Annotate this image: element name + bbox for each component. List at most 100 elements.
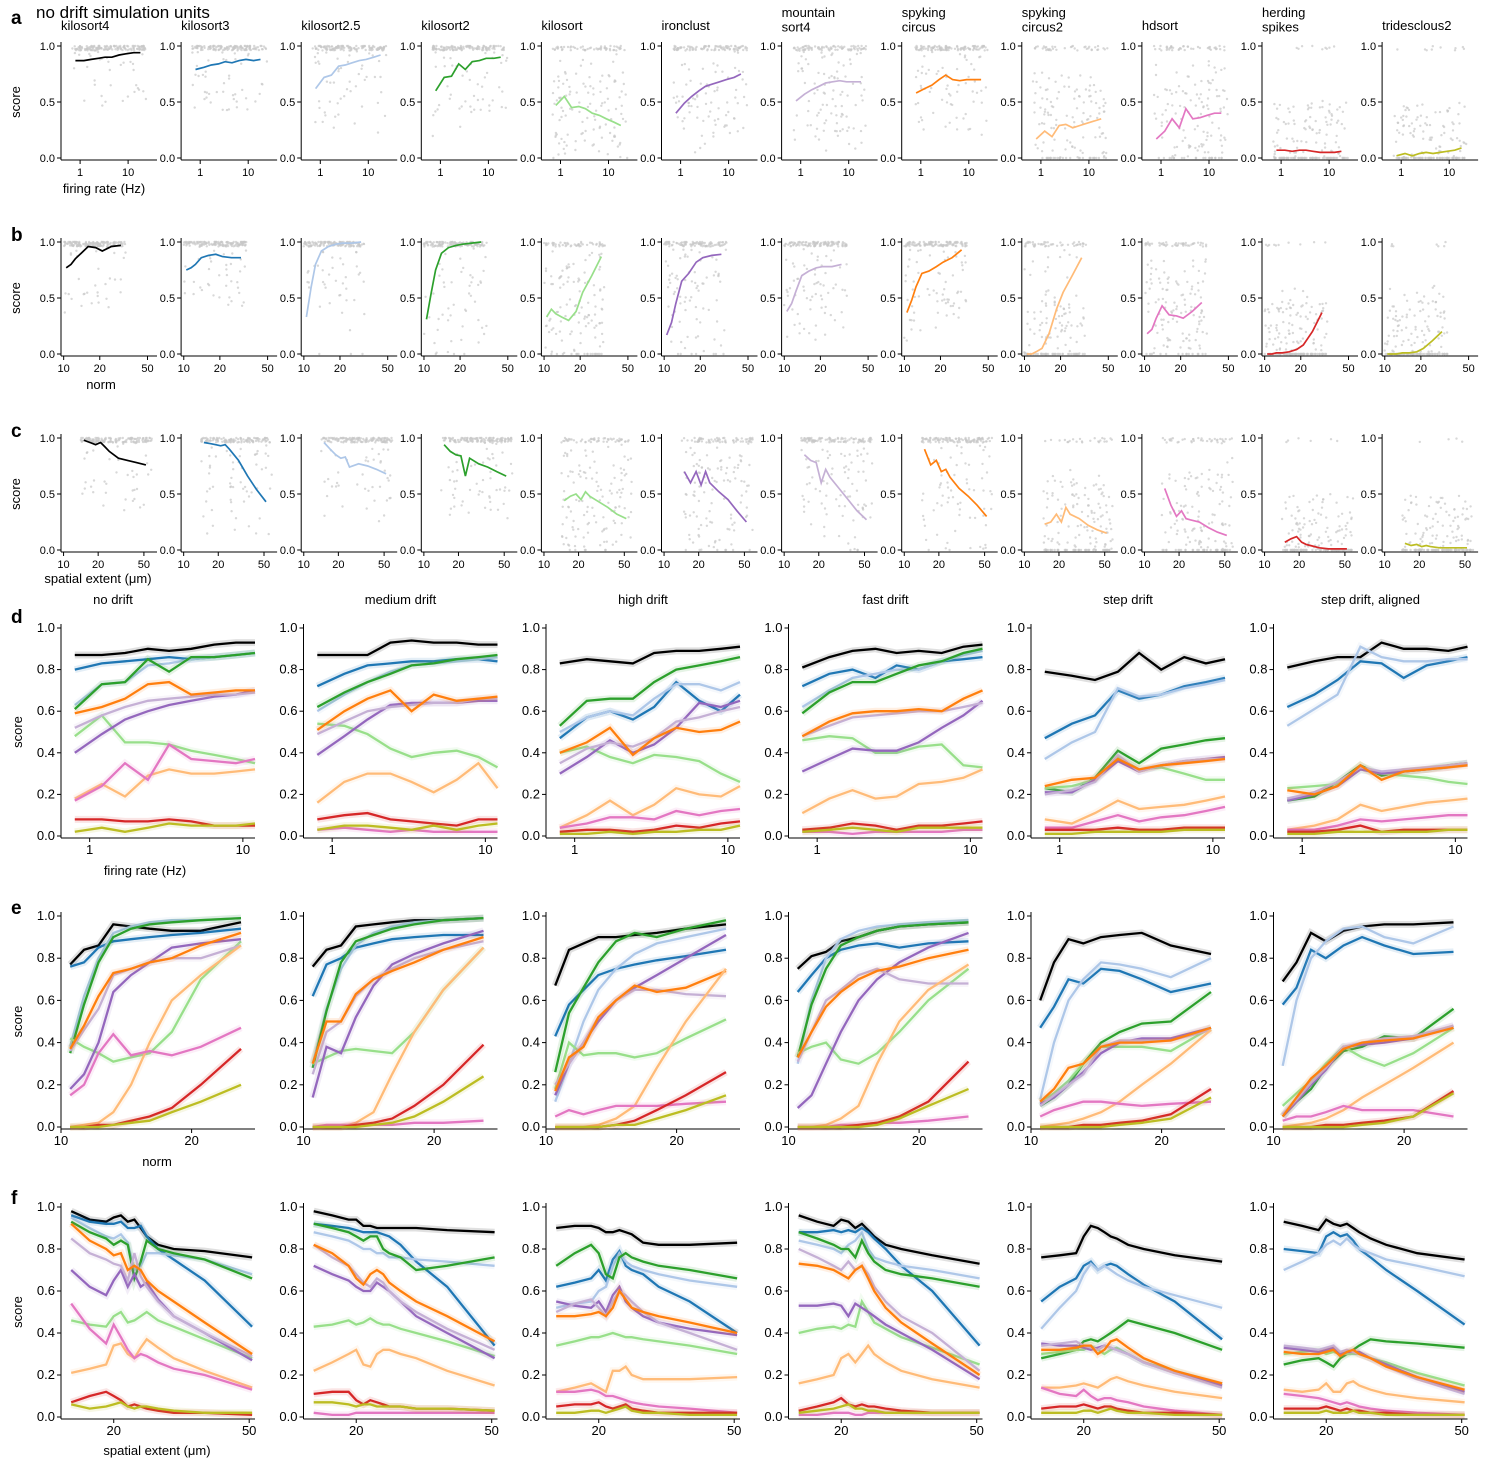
unit-point (245, 490, 248, 493)
unit-point (222, 82, 226, 85)
unit-point (1092, 83, 1096, 87)
unit-point (1189, 292, 1192, 295)
unit-point (1296, 311, 1300, 315)
unit-point (1421, 156, 1424, 160)
unit-point (1308, 126, 1312, 130)
unit-point (714, 123, 717, 127)
unit-point (1320, 344, 1323, 347)
unit-point (1199, 112, 1203, 116)
unit-point (231, 46, 234, 49)
unit-point (980, 89, 983, 93)
unit-point (1416, 104, 1419, 107)
unit-point (227, 108, 231, 111)
unit-point (835, 70, 839, 73)
y-tick-label: 0.0 (160, 153, 175, 165)
small-panel-a-herdingspikes: 0.00.51.01 10 (1241, 41, 1358, 179)
unit-point (126, 95, 130, 98)
unit-point (500, 61, 503, 65)
unit-point (554, 243, 557, 246)
unit-point (568, 93, 571, 96)
unit-point (1161, 323, 1164, 327)
unit-point (585, 243, 589, 247)
unit-point (1405, 313, 1409, 316)
unit-point (476, 98, 480, 102)
unit-point (937, 70, 940, 73)
small-panel-a-kilosort: 0.00.51.01 10 (520, 41, 638, 179)
unit-point (600, 307, 603, 310)
unit-point (1189, 99, 1192, 102)
unit-point (1297, 352, 1301, 356)
small-panel-a-kilosort2: 0.00.51.01 10 (400, 41, 518, 179)
unit-point (184, 265, 187, 268)
unit-point (738, 47, 741, 50)
unit-point (1321, 309, 1325, 312)
unit-point (1277, 307, 1281, 311)
unit-point (594, 109, 598, 112)
unit-point (1057, 315, 1061, 318)
unit-point (813, 273, 817, 276)
unit-point (619, 44, 622, 48)
unit-point (1201, 280, 1205, 283)
unit-point (1392, 329, 1395, 332)
y-tick-label: 1.0 (520, 41, 535, 53)
unit-point (984, 46, 987, 49)
unit-point (1046, 266, 1050, 269)
unit-point (578, 110, 581, 114)
unit-point (592, 284, 596, 287)
unit-point (1044, 245, 1047, 248)
unit-point (1434, 308, 1437, 311)
unit-point (1318, 128, 1322, 132)
unit-point (1047, 77, 1051, 80)
unit-point (924, 47, 927, 50)
y-tick-label: 0.0 (1241, 153, 1256, 165)
unit-point (1396, 324, 1400, 328)
unit-point (230, 437, 233, 441)
unit-point (342, 441, 345, 444)
unit-point (724, 248, 728, 251)
unit-point (802, 48, 805, 51)
small-panel-a-kilosort4: 0.00.51.01 10 (40, 41, 157, 179)
unit-point (679, 242, 683, 245)
condition-title-1: medium drift (365, 592, 437, 607)
unit-point (957, 316, 960, 319)
unit-point (863, 46, 866, 50)
unit-point (244, 243, 247, 246)
y-tick-label: 1.0 (880, 237, 895, 249)
sorter-title-tridesclous2: tridesclous2 (1382, 18, 1451, 33)
unit-point (215, 90, 218, 94)
unit-point (1068, 311, 1072, 314)
unit-point (331, 266, 334, 270)
unit-point (239, 258, 242, 261)
unit-point (802, 50, 805, 54)
unit-point (322, 437, 325, 440)
unit-point (1088, 84, 1092, 87)
x-tick-label: 10 (658, 363, 670, 375)
unit-point (602, 340, 605, 344)
unit-point (311, 47, 314, 50)
unit-point (591, 144, 594, 147)
unit-point (570, 330, 573, 333)
unit-point (1152, 44, 1156, 48)
x-tick-label: 10 (418, 363, 430, 375)
unit-point (240, 62, 243, 65)
unit-point (113, 251, 116, 255)
unit-point (710, 48, 713, 52)
unit-point (798, 244, 801, 247)
unit-point (845, 115, 848, 118)
unit-point (967, 46, 970, 50)
x-tick-label: 50 (1222, 363, 1234, 375)
unit-point (563, 140, 566, 144)
unit-point (1420, 329, 1424, 333)
unit-point (371, 54, 374, 57)
unit-point (1199, 241, 1203, 244)
unit-point (600, 104, 603, 108)
unit-point (975, 91, 979, 95)
unit-point (562, 147, 565, 151)
condition-title-2: high drift (618, 592, 668, 607)
unit-point (948, 121, 951, 125)
unit-point (833, 77, 836, 80)
unit-point (1410, 122, 1414, 125)
unit-point (563, 351, 566, 355)
unit-point (1223, 49, 1226, 52)
unit-point (306, 280, 309, 284)
